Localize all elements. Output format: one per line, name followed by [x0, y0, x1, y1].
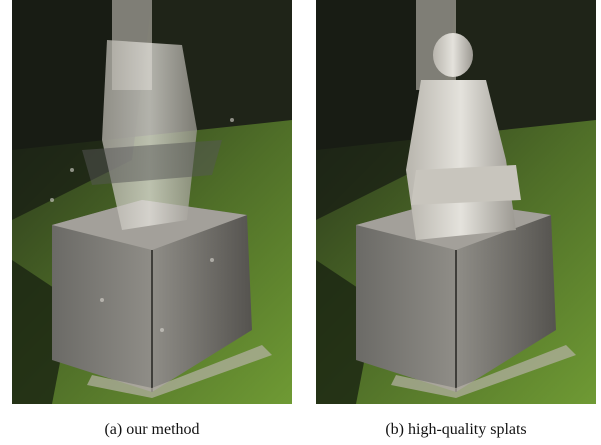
- caption: (a) our method: [104, 421, 199, 438]
- panel-image: [12, 0, 292, 404]
- figure: (a) our method (b) high-quality splats: [0, 0, 601, 445]
- caption: (b) high-quality splats: [385, 421, 526, 438]
- page: (a) our method (b) high-quality splats (…: [0, 0, 601, 445]
- panel-image: [316, 0, 596, 404]
